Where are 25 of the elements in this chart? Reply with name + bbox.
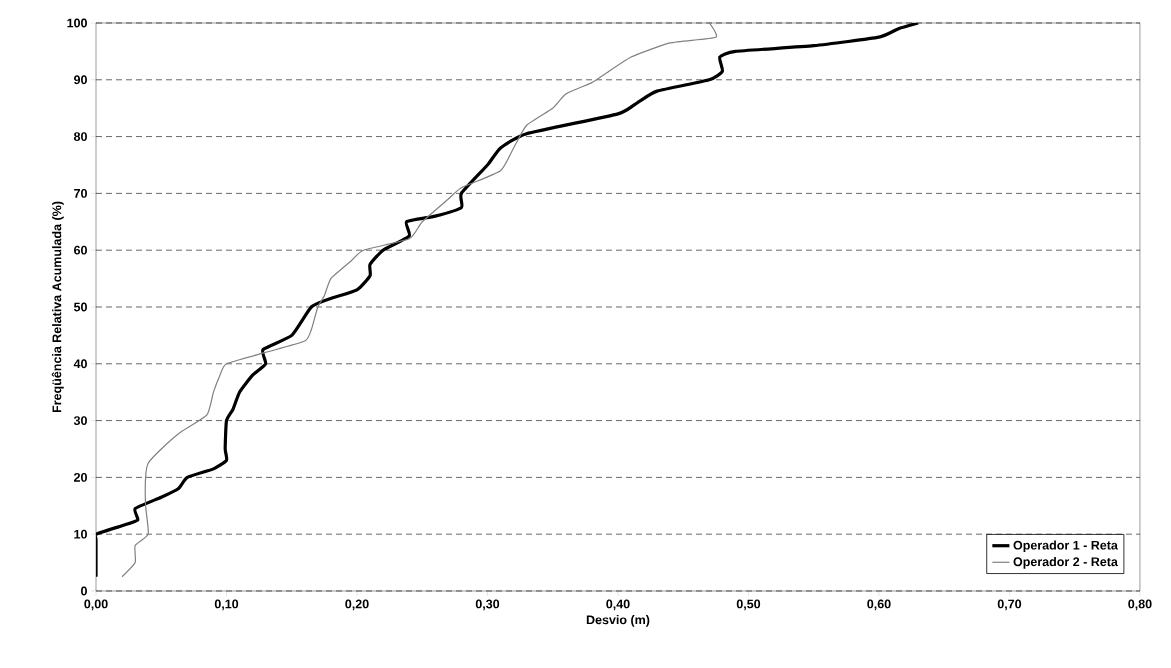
x-tick-label: 0,40 <box>606 599 630 611</box>
x-tick-label: 0,60 <box>867 599 891 611</box>
legend-label: Operador 2 - Reta <box>1013 556 1118 569</box>
y-tick-label: 30 <box>73 416 87 426</box>
y-tick-label: 20 <box>74 472 87 482</box>
x-tick-label: 0,20 <box>345 599 369 611</box>
y-tick-label: 90 <box>74 75 87 85</box>
y-tick-label: 0 <box>81 586 87 596</box>
y-tick-label: 100 <box>67 18 87 28</box>
y-tick-label: 40 <box>73 359 87 369</box>
x-tick-label: 0,50 <box>736 599 761 611</box>
x-tick-label: 0,30 <box>475 599 500 611</box>
x-tick-label: 0,80 <box>1128 599 1152 611</box>
y-axis-title: Freqüência Relativa Acumulada (%) <box>51 201 64 413</box>
y-tick-label: 80 <box>73 132 87 142</box>
y-tick-label: 60 <box>74 245 87 255</box>
x-axis-title: Desvio (m) <box>586 615 650 627</box>
y-tick-label: 70 <box>74 188 87 198</box>
y-tick-label: 10 <box>74 529 87 539</box>
y-tick-label: 50 <box>73 302 87 312</box>
x-tick-label: 0,70 <box>997 599 1022 611</box>
line-series <box>121 22 717 578</box>
x-tick-label: 0,10 <box>214 599 239 611</box>
x-tick-label: 0,00 <box>84 599 108 611</box>
legend-label: Operador 1 - Reta <box>1013 540 1118 553</box>
